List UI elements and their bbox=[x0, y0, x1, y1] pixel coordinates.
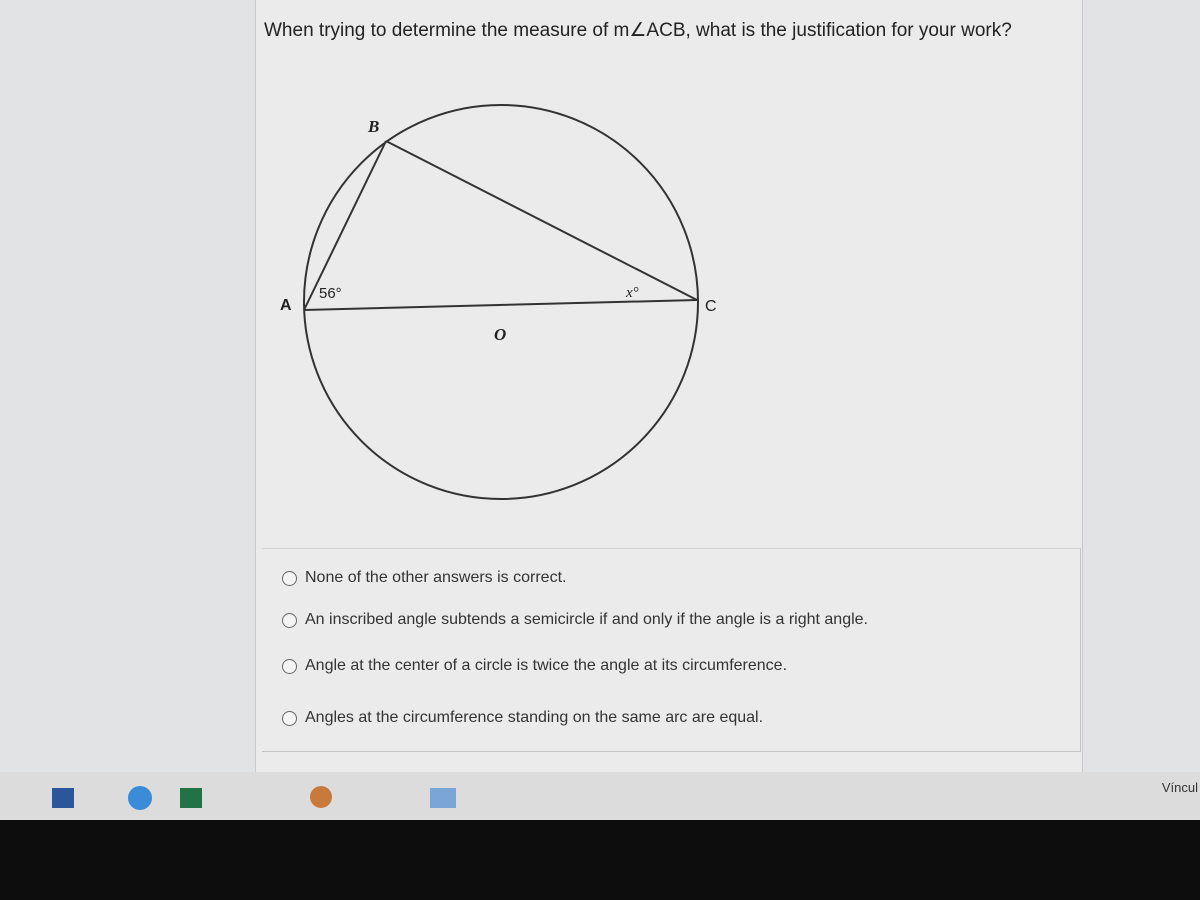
label-c: C bbox=[705, 298, 717, 315]
diameter bbox=[303, 299, 698, 311]
option[interactable]: An inscribed angle subtends a semicircle… bbox=[282, 611, 868, 629]
circle bbox=[303, 104, 699, 500]
radio[interactable] bbox=[282, 570, 297, 586]
angle-c-label: x° bbox=[625, 285, 639, 301]
question-card bbox=[255, 0, 1083, 773]
screen-bezel bbox=[0, 820, 1200, 900]
radio[interactable] bbox=[282, 710, 297, 726]
label-a: A bbox=[280, 297, 292, 314]
chord-bc bbox=[385, 140, 698, 301]
app-icon[interactable] bbox=[430, 788, 456, 808]
question-text: When trying to determine the measure of … bbox=[264, 20, 1012, 41]
option-text: Angle at the center of a circle is twice… bbox=[305, 657, 788, 674]
option[interactable]: None of the other answers is correct. bbox=[282, 569, 566, 587]
label-o: O bbox=[494, 325, 506, 344]
edge-label: Víncul bbox=[1161, 780, 1198, 795]
radio[interactable] bbox=[282, 612, 297, 628]
label-b: B bbox=[367, 117, 379, 136]
radio[interactable] bbox=[282, 658, 297, 674]
option[interactable]: Angle at the center of a circle is twice… bbox=[282, 657, 787, 675]
taskbar bbox=[0, 772, 1200, 820]
option-text: Angles at the circumference standing on … bbox=[305, 709, 764, 726]
chord-ab bbox=[303, 140, 387, 311]
excel-icon[interactable] bbox=[180, 788, 202, 808]
answer-box: None of the other answers is correct. An… bbox=[262, 548, 1081, 752]
angle-a-label: 56° bbox=[319, 285, 342, 302]
option[interactable]: Angles at the circumference standing on … bbox=[282, 709, 763, 727]
option-text: None of the other answers is correct. bbox=[305, 569, 567, 586]
chrome-icon[interactable] bbox=[128, 786, 152, 810]
diagram: B A C O 56° x° bbox=[280, 104, 717, 500]
app-icon[interactable] bbox=[310, 786, 332, 808]
word-icon[interactable] bbox=[52, 788, 74, 808]
option-text: An inscribed angle subtends a semicircle… bbox=[305, 611, 868, 628]
